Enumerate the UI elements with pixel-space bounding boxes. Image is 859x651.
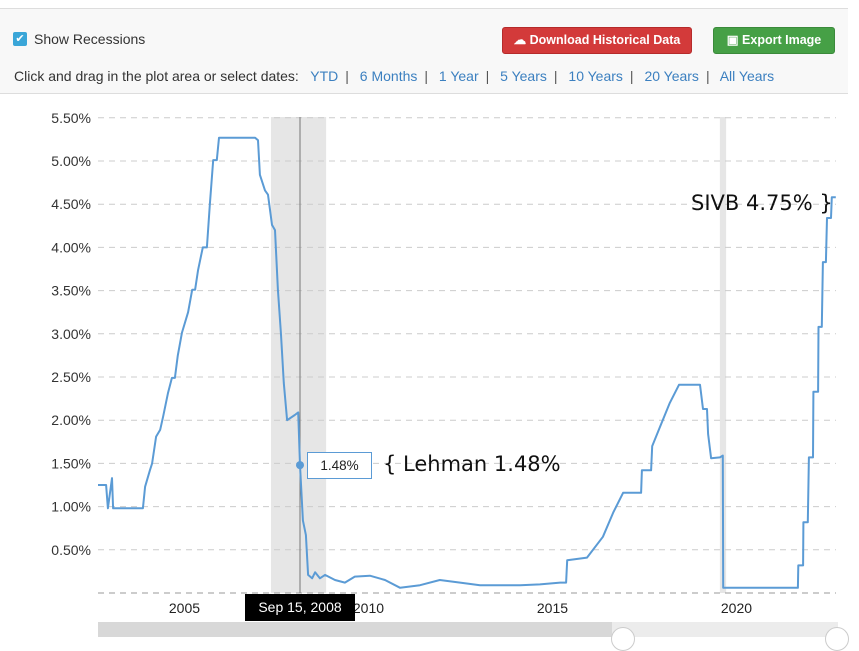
value-tooltip: 1.48% [307, 452, 372, 479]
show-recessions-label[interactable]: Show Recessions [34, 31, 146, 47]
y-tick-label: 3.50% [51, 283, 91, 299]
range-all-years[interactable]: All Years [719, 68, 775, 84]
y-tick-label: 2.50% [51, 369, 91, 385]
range-prompt: Click and drag in the plot area or selec… [14, 68, 299, 84]
date-tooltip: Sep 15, 2008 [245, 594, 355, 621]
x-tick-label: 2020 [721, 600, 752, 616]
rate-chart[interactable]: 0.50% 1.00% 1.50% 2.00% 2.50% 3.00% 3.50% 4.00%… [0, 0, 859, 637]
y-tick-label: 4.50% [51, 196, 91, 212]
range-20-years[interactable]: 20 Years [644, 68, 699, 84]
range-6-months[interactable]: 6 Months [359, 68, 418, 84]
date-range-selector: Click and drag in the plot area or selec… [14, 68, 775, 84]
sivb-annotation: SIVB 4.75% } [691, 191, 833, 215]
recession-band [270, 117, 327, 593]
download-historical-data-button[interactable]: ☁ Download Historical Data [502, 27, 692, 54]
lehman-annotation: { Lehman 1.48% [383, 452, 561, 476]
cloud-download-icon: ☁ [513, 33, 530, 47]
y-tick-label: 5.50% [51, 110, 91, 126]
recession-band [719, 117, 727, 593]
show-recessions-checkbox[interactable]: ✔ [13, 32, 27, 46]
y-tick-label: 1.50% [51, 455, 91, 471]
image-icon: ▣ [726, 33, 743, 47]
controls-panel: ✔ Show Recessions ☁ Download Historical … [0, 8, 848, 94]
x-tick-label: 2005 [169, 600, 200, 616]
highlight-point [296, 461, 304, 470]
range-ytd[interactable]: YTD [310, 68, 339, 84]
y-tick-label: 4.00% [51, 239, 91, 255]
rate-series-line [98, 136, 836, 589]
navigator-selection[interactable] [612, 622, 838, 637]
y-tick-label: 3.00% [51, 326, 91, 342]
range-10-years[interactable]: 10 Years [568, 68, 623, 84]
navigator-right-handle[interactable] [825, 627, 849, 651]
y-tick-label: 0.50% [51, 542, 91, 558]
range-5-years[interactable]: 5 Years [500, 68, 547, 84]
range-1-year[interactable]: 1 Year [438, 68, 479, 84]
y-tick-label: 2.00% [51, 412, 91, 428]
y-tick-label: 1.00% [51, 499, 91, 515]
export-image-button[interactable]: ▣ Export Image [713, 27, 835, 54]
x-tick-label: 2015 [537, 600, 568, 616]
y-tick-label: 5.00% [51, 153, 91, 169]
x-tick-label: 2010 [353, 600, 384, 616]
navigator-left-handle[interactable] [611, 627, 635, 651]
